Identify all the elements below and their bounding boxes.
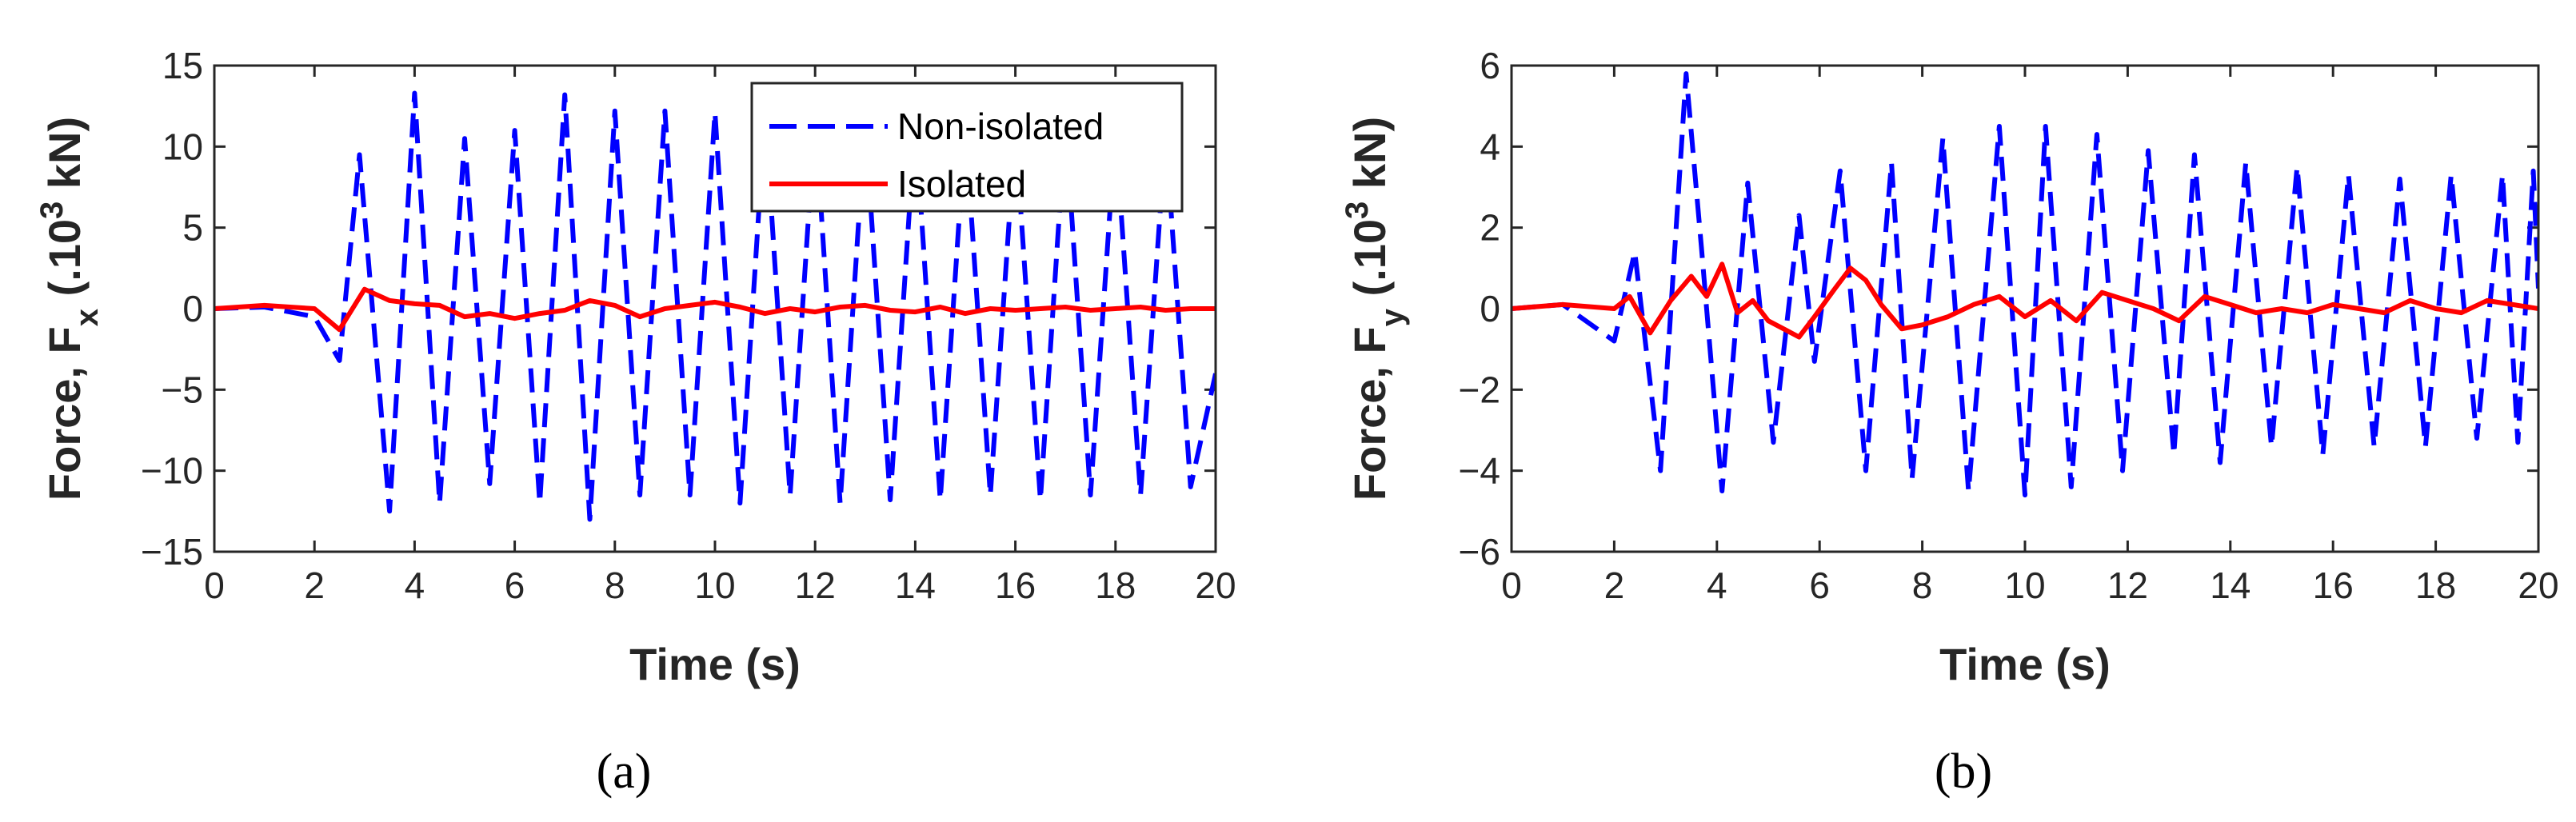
y-axis-label-a: Force, Fx (.103 kN): [34, 117, 105, 501]
panel-b: 0 2 4 6 8 10 12 14 16 18 20 −6 −4 −2 0 2 4 6 Time (s) Fo…: [1340, 45, 2559, 799]
x-tick-label-b-6: 12: [2107, 565, 2148, 606]
y-label-sub-b: y: [1375, 308, 1410, 326]
caption-b: (b): [1935, 744, 1992, 799]
x-tick-label-a-0: 0: [204, 565, 225, 606]
x-axis-label-a: Time (s): [629, 639, 801, 689]
y-label-sup-a: 3: [34, 202, 70, 219]
x-tick-label-b-3: 6: [1809, 565, 1830, 606]
y-tick-label-b-1: −4: [1459, 450, 1500, 492]
x-tick-label-b-0: 0: [1501, 565, 1522, 606]
y-tick-label-a-1: −10: [141, 450, 203, 492]
y-label-unit-a: (.10: [39, 219, 90, 309]
y-tick-label-b-0: −6: [1459, 531, 1500, 573]
x-tick-label-b-8: 16: [2313, 565, 2354, 606]
y-label-sub-a: x: [70, 309, 105, 326]
y-tick-label-a-5: 10: [162, 126, 203, 167]
x-tick-label-a-3: 6: [505, 565, 525, 606]
series-line-a-isolated: [214, 286, 1216, 333]
legend-a: Non-isolated Isolated: [750, 82, 1184, 213]
x-tick-label-b-5: 10: [2004, 565, 2045, 606]
y-label-sup-b: 3: [1340, 202, 1375, 219]
y-tick-label-a-6: 15: [162, 45, 203, 86]
x-tick-label-a-2: 4: [405, 565, 425, 606]
y-label-base-b: Force, F: [1344, 326, 1395, 501]
x-tick-label-a-10: 20: [1195, 565, 1236, 606]
y-tick-label-a-4: 5: [182, 207, 203, 249]
x-axis-label-b: Time (s): [1939, 639, 2111, 689]
x-tick-label-a-8: 16: [995, 565, 1036, 606]
x-tick-label-a-9: 18: [1095, 565, 1136, 606]
y-tick-label-b-6: 6: [1480, 45, 1500, 86]
x-tick-label-b-2: 4: [1707, 565, 1727, 606]
axes-box-a: [213, 64, 1217, 553]
x-tick-label-a-5: 10: [694, 565, 735, 606]
legend-box-a: [750, 82, 1184, 213]
y-tick-label-a-2: −5: [162, 369, 203, 410]
series-line-b-isolated: [1512, 261, 2538, 340]
y-label-unit-post-a: kN): [39, 117, 90, 202]
y-label-unit-b: (.10: [1344, 219, 1395, 309]
panel-a: 0 2 4 6 8 10 12 14 16 18 20 −15 −10 −5 0 5 10 15 Time (s…: [34, 45, 1236, 799]
x-tick-label-b-9: 18: [2415, 565, 2456, 606]
y-tick-label-a-0: −15: [141, 531, 203, 573]
axes-box-b: [1510, 64, 2540, 553]
y-tick-label-b-2: −2: [1459, 369, 1500, 410]
x-tick-label-a-1: 2: [304, 565, 325, 606]
y-tick-label-b-4: 2: [1480, 207, 1500, 249]
caption-a: (a): [597, 744, 652, 799]
x-tick-label-b-4: 8: [1912, 565, 1933, 606]
y-label-unit-post-b: kN): [1344, 117, 1395, 202]
y-tick-label-b-3: 0: [1480, 288, 1500, 329]
y-label-base-a: Force, F: [39, 326, 90, 501]
y-tick-label-a-3: 0: [182, 288, 203, 329]
y-tick-label-b-5: 4: [1480, 126, 1500, 167]
x-tick-label-b-10: 20: [2518, 565, 2558, 606]
x-tick-label-b-1: 2: [1604, 565, 1625, 606]
legend-label-non-isolated: Non-isolated: [897, 106, 1104, 147]
y-axis-label-b: Force, Fy (.103 kN): [1340, 117, 1410, 501]
x-tick-label-a-6: 12: [795, 565, 836, 606]
x-tick-label-a-4: 8: [605, 565, 625, 606]
x-tick-label-a-7: 14: [895, 565, 936, 606]
legend-label-isolated: Isolated: [897, 163, 1026, 205]
x-tick-label-b-7: 14: [2210, 565, 2251, 606]
series-line-a-non-isolated: [214, 90, 1216, 522]
